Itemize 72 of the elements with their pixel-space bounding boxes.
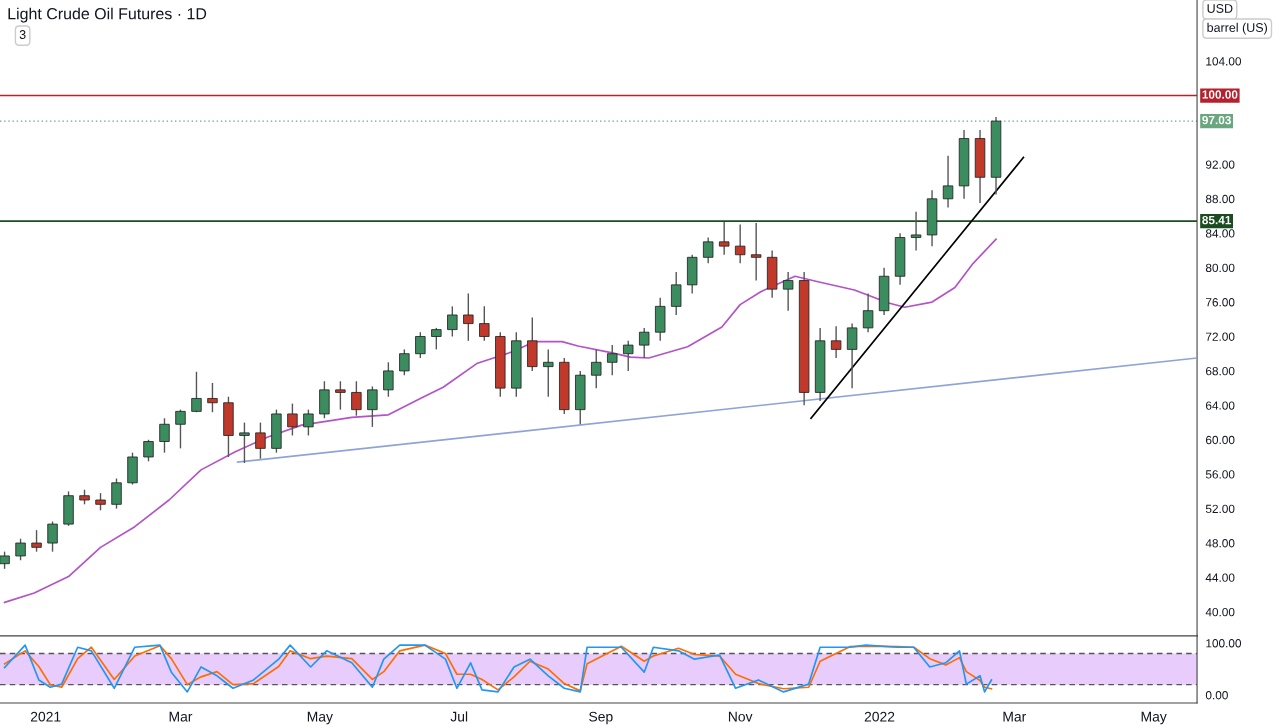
candlestick — [862, 292, 874, 333]
x-tick-label: May — [1141, 711, 1167, 725]
x-tick-label: May — [307, 711, 333, 725]
x-tick-label: 2021 — [30, 711, 61, 722]
y-tick-label: 92.00 — [1205, 160, 1235, 169]
y-tick-label: 84.00 — [1205, 229, 1235, 238]
text: USD — [1207, 4, 1233, 13]
line-series — [3, 238, 997, 604]
candlestick — [175, 408, 186, 450]
candlestick — [830, 325, 842, 359]
candlestick — [591, 348, 602, 389]
candlestick — [31, 529, 42, 553]
chart-title: Light Crude Oil Futures · 1D — [8, 7, 207, 23]
ref-line-label: 97.03 — [1202, 115, 1231, 125]
x-tick-label: Mar — [1003, 711, 1027, 722]
candlestick — [159, 417, 170, 454]
candlestick — [750, 222, 762, 282]
candlestick — [846, 322, 858, 389]
candlestick — [910, 211, 922, 252]
candlestick — [47, 520, 58, 553]
y-tick-label: 80.00 — [1205, 263, 1235, 273]
annotation: 3 — [19, 30, 26, 39]
candlestick — [447, 305, 458, 338]
x-tick-label: Mar — [169, 711, 193, 722]
y-tick-label: 76.00 — [1205, 298, 1235, 307]
y-tick-label: 64.00 — [1205, 401, 1235, 410]
y-tick-label: 52.00 — [1205, 504, 1235, 514]
candlestick — [303, 408, 314, 437]
y-tick-label: 56.00 — [1205, 470, 1235, 479]
candlestick — [623, 340, 634, 372]
y-tick-label: 72.00 — [1205, 332, 1235, 341]
candlestick — [399, 348, 410, 376]
candlestick — [607, 344, 618, 376]
y-tick-label: 60.00 — [1205, 435, 1235, 445]
candlestick — [207, 382, 218, 413]
y-tick-label: 104.00 — [1206, 57, 1242, 66]
y-tick-label: 44.00 — [1205, 573, 1235, 582]
candlestick — [702, 236, 714, 265]
candlestick — [287, 402, 298, 437]
ref-line-label: 85.41 — [1202, 215, 1232, 225]
x-tick-label: Nov — [728, 711, 753, 722]
candlestick — [143, 439, 154, 462]
candlestick — [351, 380, 362, 417]
candlestick — [431, 327, 442, 351]
candlestick — [111, 477, 122, 510]
candlestick — [942, 155, 954, 209]
y-tick-label: 68.00 — [1205, 366, 1235, 376]
text: barrel (US) — [1207, 22, 1267, 35]
y-tick-label: 40.00 — [1205, 607, 1235, 617]
candlestick — [15, 538, 26, 561]
candlestick — [255, 421, 266, 460]
candlestick — [543, 348, 554, 398]
candlestick — [191, 371, 202, 413]
x-tick-label: 2022 — [864, 711, 895, 722]
candlestick — [718, 221, 730, 256]
candlestick — [670, 271, 682, 316]
y-tick-label: 0.00 — [1205, 691, 1228, 700]
candlestick — [463, 292, 474, 342]
candlestick — [415, 331, 426, 359]
y-tick-label: 88.00 — [1205, 194, 1235, 204]
candlestick — [239, 421, 250, 464]
y-tick-label: 100.00 — [1206, 639, 1242, 648]
x-tick-label: Sep — [589, 711, 613, 725]
candlestick — [782, 271, 794, 312]
candlestick — [639, 327, 650, 359]
y-tick-label: 48.00 — [1205, 539, 1235, 548]
x-tick-label: Jul — [450, 711, 468, 722]
candlestick — [383, 361, 394, 398]
candlestick — [734, 223, 746, 265]
candlestick — [479, 305, 490, 342]
candlestick — [335, 380, 346, 411]
candlestick — [367, 385, 378, 428]
